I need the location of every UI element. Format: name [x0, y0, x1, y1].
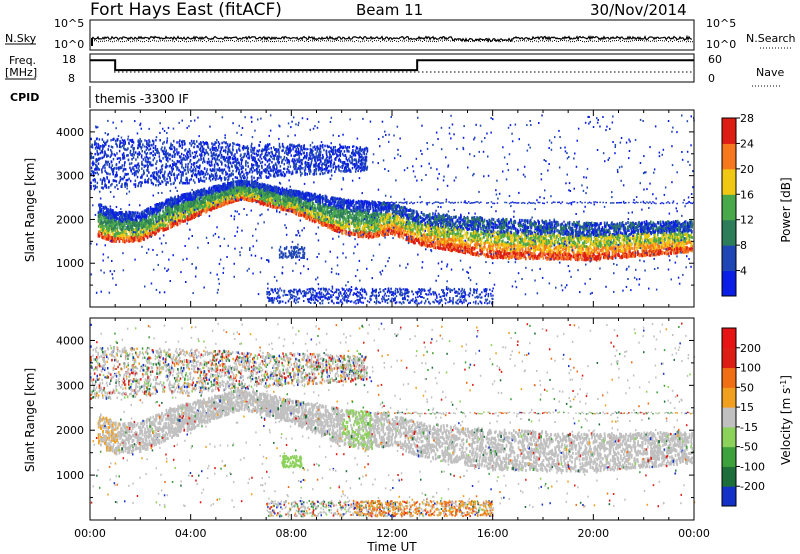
- colorbar-tick-label: 200: [740, 342, 761, 355]
- colorbar-swatch: [722, 245, 736, 271]
- x-tick-label: 12:00: [376, 527, 408, 540]
- x-tick-label: 08:00: [275, 527, 307, 540]
- nsky-label: N.Sky: [5, 32, 37, 45]
- colorbar-tick-label: 24: [740, 137, 754, 150]
- y-tick-label: 2000: [56, 424, 84, 437]
- colorbar-swatch: [722, 387, 736, 407]
- colorbar-tick-label: -15: [740, 421, 758, 434]
- y-tick-label: 2000: [56, 213, 84, 226]
- freq-unit: [MHz]: [5, 66, 37, 79]
- x-tick-label: 00:00: [678, 527, 710, 540]
- nsearch-tick-top: 10^5: [706, 17, 736, 30]
- colorbar-tick-label: 28: [740, 112, 754, 125]
- nsky-tick-bottom: 10^0: [54, 38, 84, 51]
- y-tick-label: 3000: [56, 170, 84, 183]
- colorbar-tick-label: 16: [740, 188, 754, 201]
- nsearch-label: N.Search: [746, 32, 796, 45]
- colorbar-swatch: [722, 220, 736, 246]
- velocity-ylabel: Slant Range [km]: [23, 368, 37, 472]
- power-colorbar: 4 8 12 16 20 24 28: [722, 112, 754, 297]
- colorbar-swatch: [722, 169, 736, 195]
- colorbar-tick-label: -100: [740, 460, 765, 473]
- date-label: 30/Nov/2014: [590, 1, 687, 19]
- colorbar-tick-label: -50: [740, 441, 758, 454]
- power-colorbar-label: Power [dB]: [779, 177, 793, 242]
- x-tick-label: 00:00: [74, 527, 106, 540]
- power-scatter: [90, 114, 695, 304]
- y-tick-label: 1000: [56, 469, 84, 482]
- nave-label: Nave: [756, 66, 784, 79]
- y-tick-label: 1000: [56, 257, 84, 270]
- colorbar-swatch: [722, 427, 736, 447]
- freq-trace: [90, 60, 694, 72]
- cpid-label: CPID: [10, 91, 39, 104]
- colorbar-tick-label: 15: [740, 401, 754, 414]
- nsearch-tick-bottom: 10^0: [706, 38, 736, 51]
- power-ylabel: Slant Range [km]: [23, 158, 37, 262]
- nsky-trace: [92, 37, 693, 47]
- y-tick-label: 3000: [56, 379, 84, 392]
- colorbar-swatch: [722, 407, 736, 427]
- nave-tick-top: 60: [708, 53, 722, 66]
- velocity-scatter: [90, 323, 695, 518]
- colorbar-tick-label: 12: [740, 214, 754, 227]
- colorbar-tick-label: -200: [740, 480, 765, 493]
- colorbar-tick-label: 50: [740, 381, 754, 394]
- colorbar-swatch: [722, 328, 736, 348]
- velocity-colorbar: 200 100 50 15 -15 -50 -100 -200: [722, 328, 765, 507]
- colorbar-swatch: [722, 447, 736, 467]
- colorbar-swatch: [722, 271, 736, 297]
- cpid-value: themis -3300 IF: [95, 92, 189, 106]
- colorbar-swatch: [722, 486, 736, 506]
- y-tick-label: 4000: [56, 334, 84, 347]
- nsky-panel: [90, 20, 694, 50]
- colorbar-swatch: [722, 466, 736, 486]
- chart-title: Fort Hays East (fitACF): [90, 0, 282, 20]
- colorbar-tick-label: 20: [740, 163, 754, 176]
- y-tick-label: 4000: [56, 126, 84, 139]
- beam-label: Beam 11: [356, 1, 423, 19]
- freq-line: [90, 60, 694, 70]
- x-tick-label: 16:00: [477, 527, 509, 540]
- colorbar-tick-label: 4: [740, 265, 747, 278]
- nave-tick-bottom: 0: [708, 72, 715, 85]
- freq-tick-top: 18: [62, 53, 76, 66]
- colorbar-tick-label: 100: [740, 362, 761, 375]
- x-axis: 00:00 04:00 08:00 12:00 16:00 20:00 00:00: [74, 110, 710, 540]
- radar-figure: Fort Hays East (fitACF) Beam 11 30/Nov/2…: [0, 0, 800, 554]
- colorbar-swatch: [722, 118, 736, 144]
- colorbar-tick-label: 8: [740, 239, 747, 252]
- x-tick-label: 20:00: [577, 527, 609, 540]
- nsearch-dots: [92, 40, 693, 41]
- freq-panel: [90, 54, 694, 82]
- colorbar-swatch: [722, 194, 736, 220]
- freq-tick-bottom: 8: [68, 72, 75, 85]
- x-axis-label: Time UT: [366, 540, 417, 554]
- x-tick-label: 04:00: [175, 527, 207, 540]
- nsky-tick-top: 10^5: [54, 17, 84, 30]
- colorbar-swatch: [722, 143, 736, 169]
- colorbar-swatch: [722, 348, 736, 368]
- velocity-colorbar-label: Velocity [m s-1]: [779, 375, 794, 465]
- colorbar-swatch: [722, 368, 736, 388]
